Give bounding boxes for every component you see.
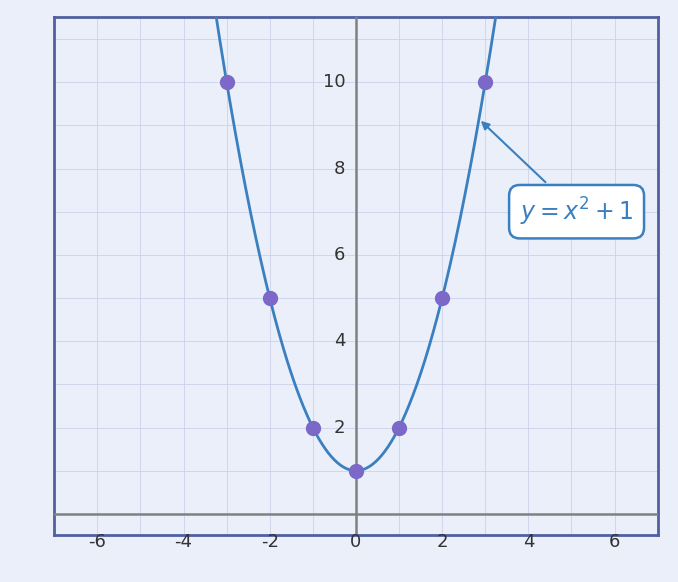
Point — [264, 293, 275, 303]
Point — [480, 77, 491, 87]
Text: 4: 4 — [334, 332, 345, 350]
Point — [351, 466, 361, 475]
Text: -6: -6 — [88, 533, 106, 551]
Text: 6: 6 — [334, 246, 345, 264]
Text: 2: 2 — [437, 533, 448, 551]
Point — [221, 77, 232, 87]
Text: 8: 8 — [334, 159, 345, 178]
Text: 10: 10 — [323, 73, 345, 91]
Point — [394, 423, 405, 432]
Point — [437, 293, 447, 303]
Text: -2: -2 — [261, 533, 279, 551]
Text: -4: -4 — [174, 533, 193, 551]
Text: $y = x^2 + 1$: $y = x^2 + 1$ — [483, 122, 633, 228]
Text: 4: 4 — [523, 533, 534, 551]
Text: 0: 0 — [351, 533, 361, 551]
Text: 6: 6 — [609, 533, 620, 551]
Text: 2: 2 — [334, 418, 345, 436]
Point — [307, 423, 318, 432]
